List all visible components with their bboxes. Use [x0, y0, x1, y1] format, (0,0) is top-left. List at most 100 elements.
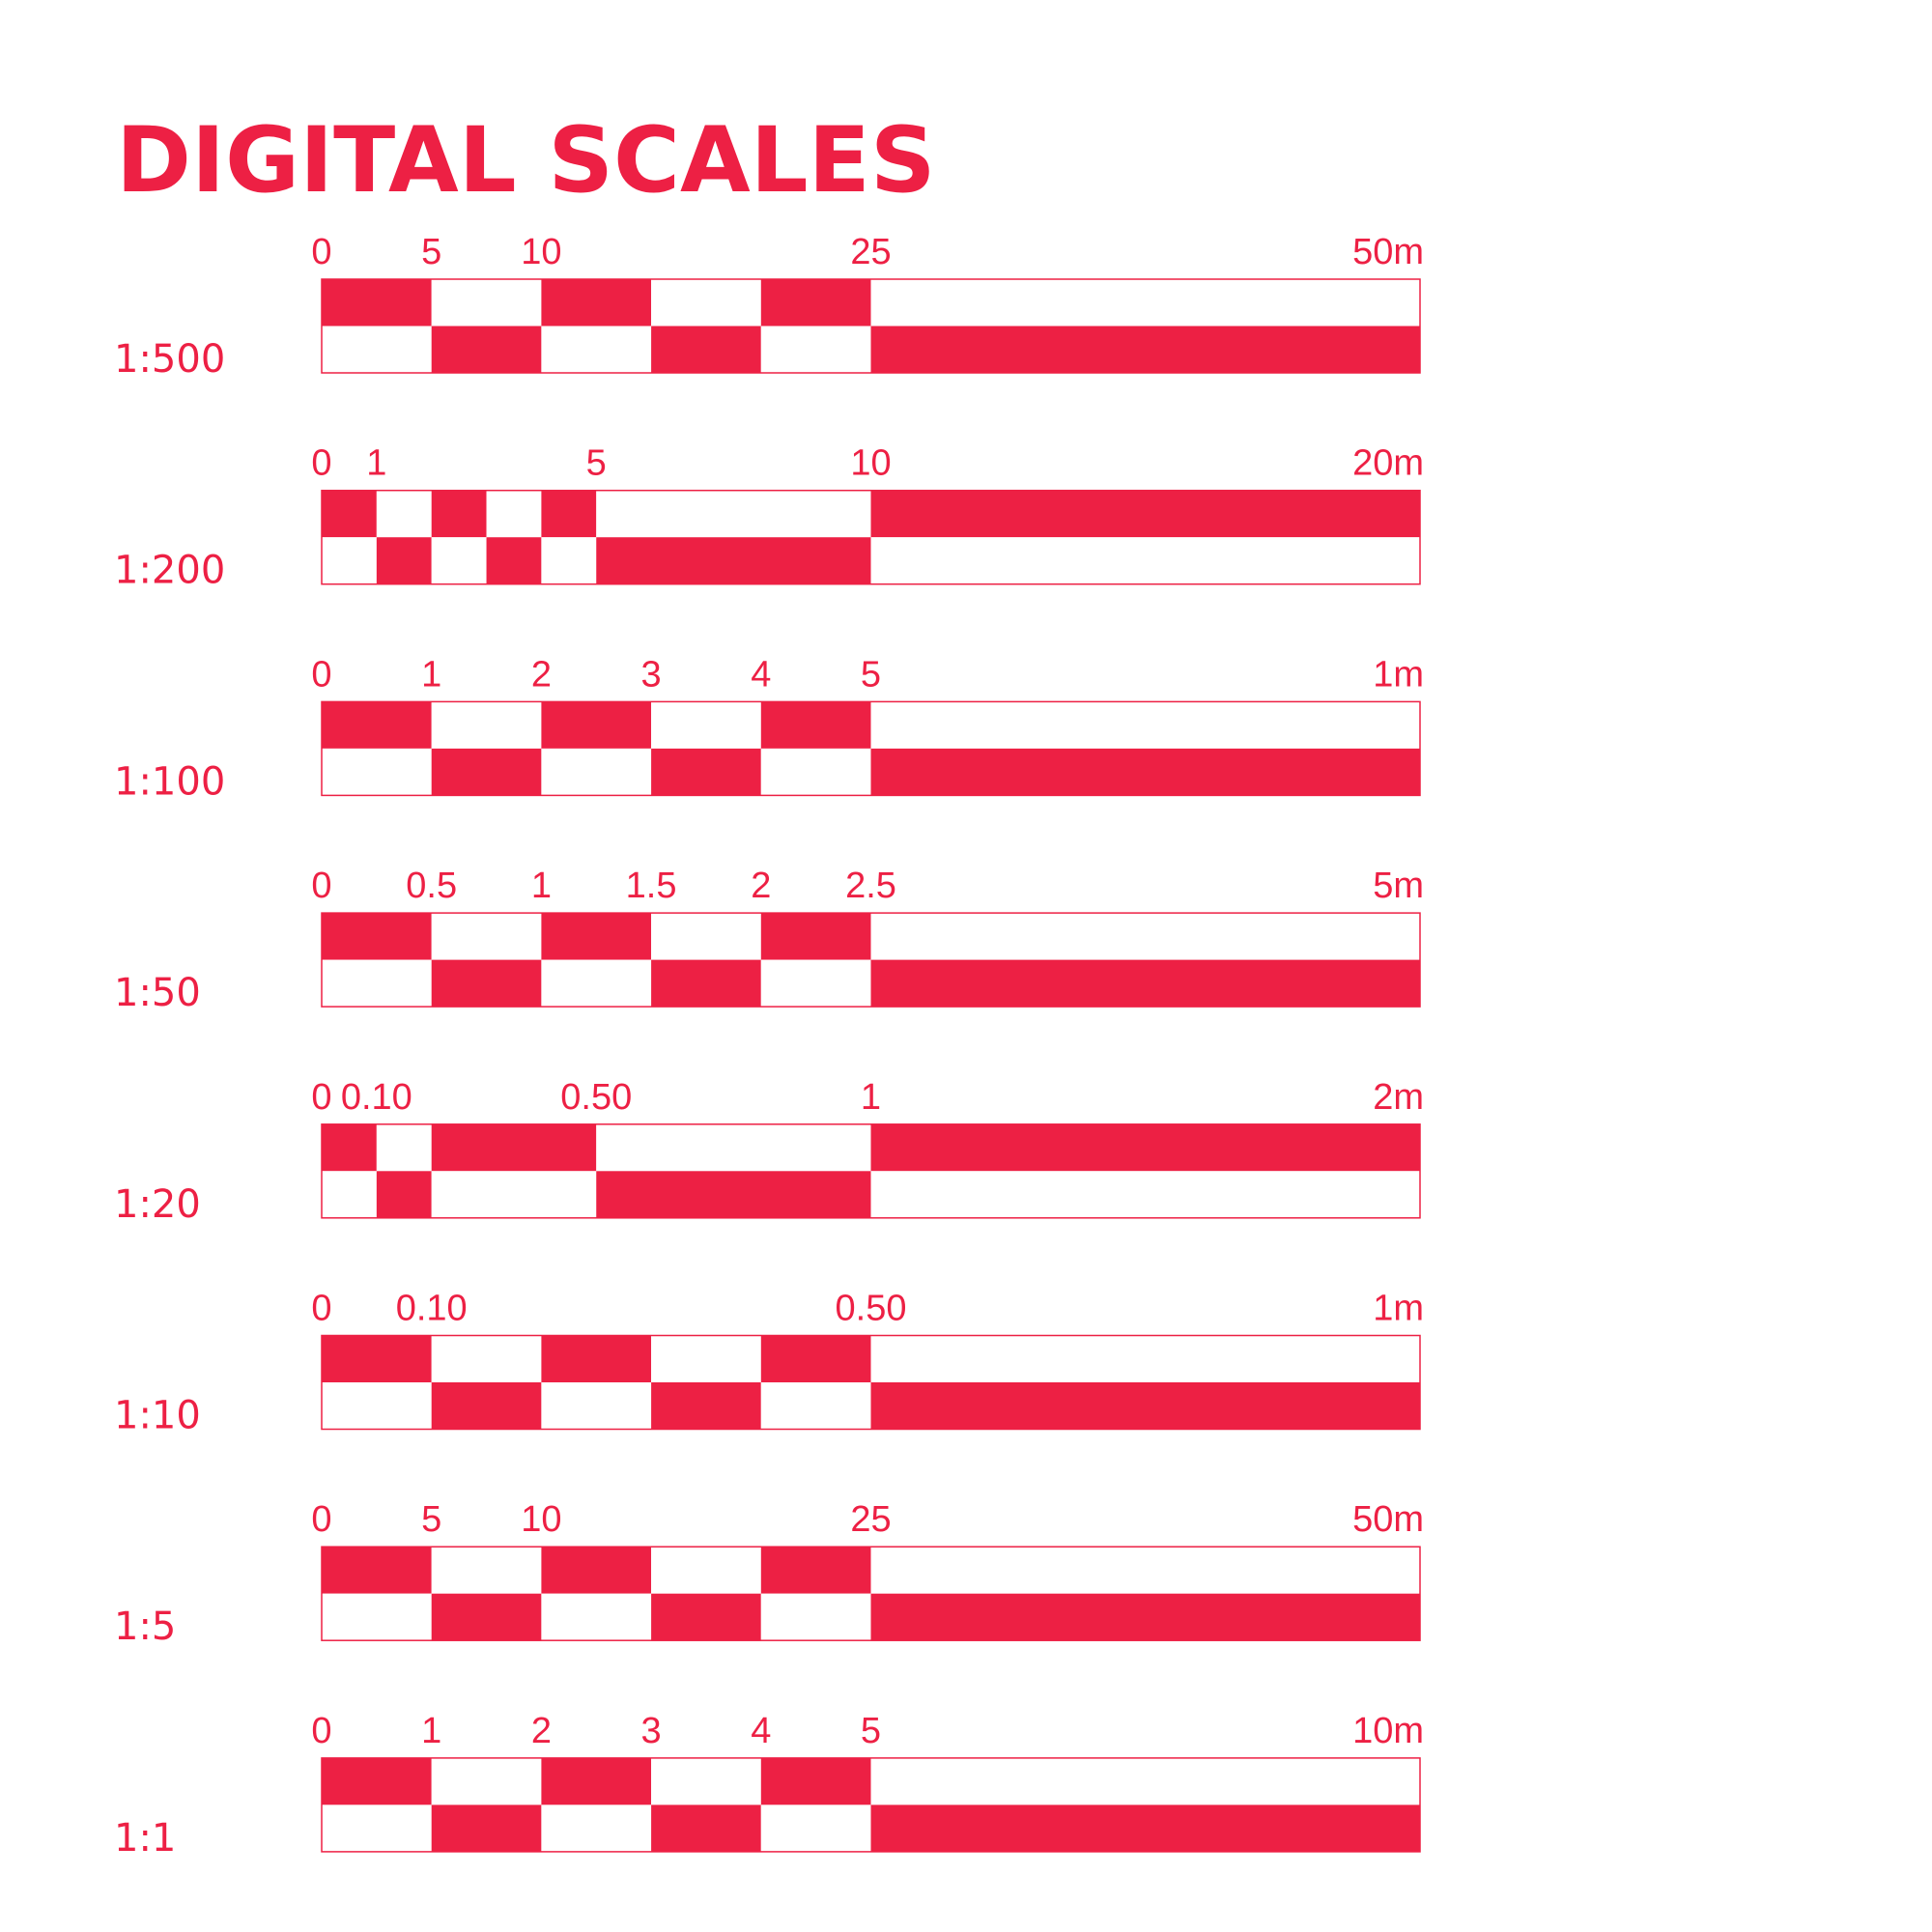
tick-label: 3 — [641, 1711, 662, 1751]
tick-label: 20m — [1352, 443, 1424, 484]
scale-segment-bottom — [431, 748, 542, 796]
scale-segment-top — [322, 701, 432, 749]
scale-bar-outline — [321, 700, 1421, 797]
scale-segment-top — [651, 1335, 761, 1382]
scale-segment-bottom — [322, 1382, 432, 1430]
scale-segment-bottom — [596, 537, 871, 584]
scale-segment-bottom — [486, 537, 542, 584]
scale-segment-bottom — [541, 1382, 652, 1430]
scale-segment-bottom — [322, 748, 432, 796]
scale-segment-bottom — [322, 1804, 432, 1852]
scale-segment-top — [870, 490, 1420, 538]
tick-label: 25 — [850, 232, 891, 272]
scale-row: 0 0.10 0.50 1m 1:10 — [114, 1289, 1424, 1438]
tick-label: 0 — [311, 654, 331, 695]
scale-segment-top — [322, 490, 377, 538]
scale-segment-bottom — [376, 1171, 432, 1218]
scale-segment-bottom — [651, 1382, 761, 1430]
scale-segment-top — [760, 1335, 871, 1382]
scale-segment-bottom — [870, 1804, 1420, 1852]
scale-segment-top — [431, 1123, 597, 1172]
scale-segment-top — [870, 1335, 1420, 1382]
scale-segment-top — [541, 913, 652, 960]
scale-bar-outline — [321, 278, 1421, 374]
tick-label: 0 — [311, 443, 331, 484]
scale-segment-top — [322, 279, 432, 327]
tick-label: 4 — [751, 1711, 771, 1751]
scale-segment-bottom — [760, 748, 871, 796]
scale-segment-top — [431, 701, 542, 749]
scale-ratio-label: 1:1 — [114, 1816, 176, 1861]
scale-ratio-label: 1:200 — [114, 549, 225, 593]
scale-segment-top — [651, 913, 761, 960]
tick-label: 10 — [521, 1499, 561, 1540]
tick-label: 1m — [1373, 654, 1424, 695]
tick-label: 25 — [850, 1499, 891, 1540]
scale-segment-bottom — [760, 326, 871, 373]
scale-segment-top — [870, 279, 1420, 327]
scale-ratio-label: 1:10 — [114, 1394, 201, 1438]
scale-segment-top — [541, 1547, 652, 1594]
scale-bar-outline — [321, 489, 1421, 585]
scale-segment-bottom — [431, 537, 487, 584]
scale-segment-bottom — [541, 1593, 652, 1641]
scale-segment-top — [870, 1547, 1420, 1594]
scale-row: 0 0.10 0.50 1 2m 1:20 — [114, 1077, 1424, 1227]
tick-label: 1 — [531, 866, 552, 906]
scale-segment-bottom — [541, 959, 652, 1008]
scale-segment-bottom — [760, 1804, 871, 1852]
scale-segment-bottom — [870, 537, 1420, 584]
scale-segment-top — [431, 490, 487, 538]
scale-segment-bottom — [541, 326, 652, 373]
tick-label: 2 — [531, 1711, 552, 1751]
tick-label: 0 — [311, 1499, 331, 1540]
scale-segment-top — [322, 1123, 377, 1172]
scale-segment-top — [760, 1547, 871, 1594]
scale-segment-top — [870, 1757, 1420, 1805]
scale-segment-bottom — [760, 1593, 871, 1641]
scale-segment-bottom — [431, 959, 542, 1008]
tick-label: 2 — [751, 866, 771, 906]
scale-row: 0 5 10 25 50m 1:500 — [114, 232, 1424, 382]
scale-segment-top — [431, 913, 542, 960]
tick-label: 10 — [850, 443, 891, 484]
scale-bar-outline — [321, 1546, 1421, 1641]
scale-segment-bottom — [322, 1171, 377, 1218]
tick-label: 0.50 — [836, 1289, 907, 1329]
scale-segment-bottom — [870, 1593, 1420, 1641]
scale-segment-bottom — [431, 1382, 542, 1430]
tick-label: 1 — [366, 443, 386, 484]
scale-segment-bottom — [870, 959, 1420, 1008]
scale-row: 0 0.5 1 1.5 2 2.5 5m 1:50 — [114, 866, 1424, 1015]
tick-label: 1m — [1373, 1289, 1424, 1329]
scale-ratio-label: 1:5 — [114, 1605, 176, 1649]
scale-segment-top — [541, 701, 652, 749]
scale-segment-bottom — [651, 1593, 761, 1641]
tick-label: 50m — [1352, 232, 1424, 272]
scale-segment-top — [870, 1123, 1420, 1172]
scale-segment-bottom — [431, 1171, 597, 1218]
page-title: DIGITAL SCALES — [116, 108, 936, 213]
scale-segment-top — [376, 490, 432, 538]
scale-segment-bottom — [870, 1171, 1420, 1218]
tick-label: 5 — [421, 1499, 441, 1540]
tick-label: 1 — [861, 1077, 881, 1118]
tick-label: 5 — [421, 232, 441, 272]
scale-segment-top — [322, 1335, 432, 1382]
tick-label: 1 — [421, 1711, 441, 1751]
scale-segment-bottom — [322, 959, 432, 1008]
scale-segment-top — [541, 1757, 652, 1805]
scale-segment-bottom — [541, 1804, 652, 1852]
scale-segment-top — [760, 1757, 871, 1805]
tick-label: 2m — [1373, 1077, 1424, 1118]
tick-label: 0 — [311, 1077, 331, 1118]
scale-bar-outline — [321, 1123, 1421, 1219]
tick-label: 5 — [861, 654, 881, 695]
scale-segment-top — [431, 279, 542, 327]
scale-segment-bottom — [651, 748, 761, 796]
tick-label: 10 — [521, 232, 561, 272]
scale-bar-outline — [321, 912, 1421, 1008]
scale-segment-bottom — [431, 326, 542, 373]
